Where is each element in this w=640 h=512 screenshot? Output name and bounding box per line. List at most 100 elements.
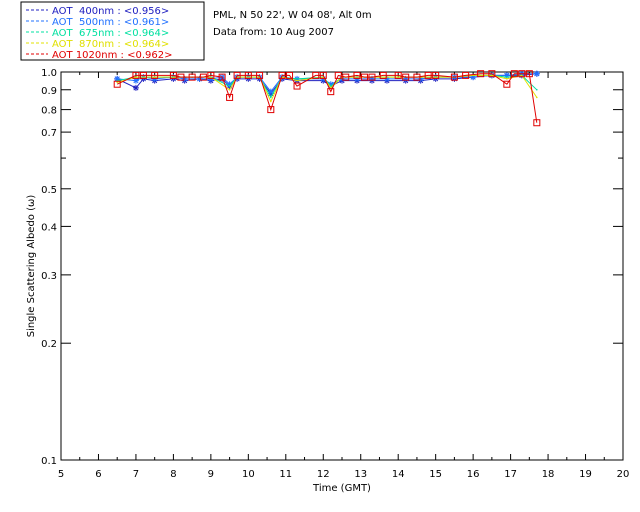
data-point-square bbox=[207, 71, 215, 79]
data-point-star bbox=[339, 75, 345, 82]
x-tick-label: 8 bbox=[170, 469, 176, 480]
data-point-star bbox=[181, 75, 188, 82]
x-tick-label: 9 bbox=[208, 469, 214, 480]
data-point-square bbox=[327, 88, 335, 96]
data-point-square bbox=[394, 71, 402, 79]
x-tick-label: 15 bbox=[429, 469, 442, 480]
data-point bbox=[506, 78, 508, 80]
data-point-square bbox=[462, 71, 470, 79]
y-tick-label: 1.0 bbox=[41, 68, 57, 79]
data-point-square bbox=[319, 71, 327, 79]
legend-label: AOT 400nm : <0.956> bbox=[52, 6, 169, 17]
data-point-square bbox=[353, 71, 361, 79]
series-line bbox=[116, 73, 538, 123]
data-point-square bbox=[432, 71, 440, 79]
data-point-star bbox=[417, 75, 424, 82]
data-point-star bbox=[196, 75, 203, 82]
x-tick-label: 19 bbox=[579, 469, 592, 480]
data-point-square bbox=[293, 82, 301, 90]
data-point bbox=[536, 96, 538, 99]
x-tick-label: 12 bbox=[317, 469, 330, 480]
data-point bbox=[296, 78, 298, 80]
data-point-square bbox=[413, 73, 421, 81]
data-point bbox=[397, 76, 400, 78]
y-tick-label: 0.2 bbox=[41, 339, 57, 350]
y-tick-label: 0.5 bbox=[41, 185, 57, 196]
legend-label: AOT 870nm : <0.964> bbox=[52, 39, 169, 50]
data-point-square bbox=[402, 73, 410, 81]
data-point-square bbox=[139, 71, 147, 79]
data-point-square bbox=[199, 73, 207, 81]
data-point-square bbox=[244, 71, 252, 79]
data-point-star bbox=[383, 75, 390, 82]
series-group bbox=[113, 70, 541, 127]
y-tick-label: 0.3 bbox=[41, 271, 57, 282]
data-point bbox=[172, 76, 175, 78]
data-point-square bbox=[342, 73, 350, 81]
y-tick-label: 0.7 bbox=[41, 128, 57, 139]
legend-label: AOT 500nm : <0.961> bbox=[52, 17, 169, 28]
data-point-square bbox=[477, 70, 485, 78]
legend: AOT 400nm : <0.956>AOT 500nm : <0.961>AO… bbox=[20, 1, 205, 61]
data-point-star bbox=[533, 70, 540, 77]
data-point-square bbox=[151, 71, 159, 79]
data-point-square bbox=[334, 71, 342, 79]
data-point-square bbox=[226, 93, 234, 101]
y-axis: 1.0 0.9 0.8 0.7 0.5 0.4 0.3 0.2 0.1 bbox=[41, 68, 623, 467]
data-point-square bbox=[424, 71, 432, 79]
data-point-star bbox=[368, 75, 375, 82]
x-tick-label: 11 bbox=[279, 469, 292, 480]
data-point bbox=[491, 74, 493, 77]
x-axis-title: Time (GMT) bbox=[312, 483, 371, 494]
data-point-square bbox=[132, 71, 140, 79]
data-point bbox=[270, 100, 272, 103]
legend-label: AOT 675nm : <0.964> bbox=[52, 28, 169, 39]
x-tick-label: 16 bbox=[467, 469, 480, 480]
data-point-square bbox=[169, 71, 177, 79]
x-tick-label: 6 bbox=[95, 469, 101, 480]
data-point-square bbox=[360, 73, 368, 81]
data-point bbox=[536, 88, 538, 91]
data-point-square bbox=[267, 106, 275, 114]
data-point-square bbox=[518, 70, 526, 78]
data-point-square bbox=[256, 71, 264, 79]
y-tick-label: 0.8 bbox=[41, 106, 57, 117]
data-point-square bbox=[503, 80, 511, 88]
x-tick-label: 18 bbox=[542, 469, 555, 480]
data-point-square bbox=[188, 73, 196, 81]
data-point-square bbox=[113, 80, 121, 88]
legend-frame bbox=[20, 1, 205, 61]
data-point-star bbox=[470, 74, 477, 81]
data-point bbox=[506, 76, 508, 78]
data-point bbox=[210, 76, 212, 78]
data-point bbox=[228, 85, 231, 87]
data-point-star bbox=[132, 77, 139, 84]
data-point bbox=[296, 79, 298, 82]
data-point-square bbox=[525, 70, 533, 78]
data-point-star bbox=[267, 88, 274, 95]
data-point-star bbox=[503, 72, 510, 79]
data-point-star bbox=[327, 81, 334, 88]
y-tick-label: 0.1 bbox=[41, 456, 57, 467]
data-point-square bbox=[218, 73, 226, 81]
data-point-square bbox=[510, 70, 518, 78]
x-tick-label: 10 bbox=[242, 469, 255, 480]
data-point bbox=[434, 76, 437, 78]
data-point-square bbox=[450, 73, 458, 81]
data-point-square bbox=[379, 71, 387, 79]
data-point-star bbox=[226, 81, 233, 88]
data-point-square bbox=[286, 71, 294, 79]
data-point-star bbox=[402, 75, 409, 82]
x-tick-label: 14 bbox=[392, 469, 405, 480]
x-tick-label: 20 bbox=[617, 469, 630, 480]
series-layer bbox=[113, 70, 541, 127]
x-tick-label: 13 bbox=[354, 469, 367, 480]
x-tick-label: 7 bbox=[133, 469, 139, 480]
data-point bbox=[135, 76, 137, 78]
data-point-square bbox=[368, 73, 376, 81]
data-point-star bbox=[132, 84, 139, 91]
data-point bbox=[153, 76, 156, 78]
data-point-square bbox=[177, 73, 185, 81]
data-point-square bbox=[488, 70, 496, 78]
